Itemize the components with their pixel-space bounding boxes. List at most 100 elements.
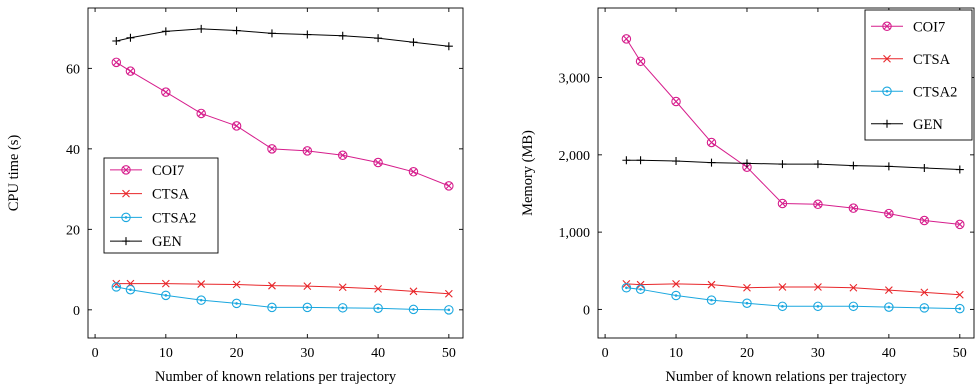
data-point bbox=[849, 161, 858, 170]
data-point bbox=[196, 108, 206, 119]
y-tick-label: 1,000 bbox=[559, 226, 591, 241]
data-point bbox=[622, 156, 631, 165]
data-point bbox=[409, 38, 418, 47]
data-point bbox=[884, 162, 893, 171]
data-point bbox=[111, 282, 122, 292]
legend-swatch-marker bbox=[882, 21, 892, 31]
x-tick-label: 20 bbox=[740, 346, 754, 361]
data-point bbox=[337, 150, 348, 161]
legend-swatch-marker bbox=[882, 86, 892, 97]
legend-swatch-marker bbox=[883, 119, 891, 128]
legend-label: CTSA2 bbox=[913, 84, 957, 100]
series-line bbox=[626, 283, 960, 296]
data-point bbox=[444, 42, 453, 51]
data-point bbox=[635, 56, 646, 67]
series-ctsa bbox=[112, 279, 453, 298]
data-point bbox=[672, 280, 680, 288]
data-point bbox=[707, 280, 716, 289]
legend: COI7 CTSA CTSA2 GEN bbox=[864, 9, 973, 141]
plot-area-frame bbox=[597, 7, 975, 339]
data-point bbox=[111, 57, 122, 68]
data-point bbox=[920, 288, 929, 297]
data-point bbox=[337, 303, 348, 313]
series-coi7 bbox=[111, 57, 454, 191]
data-point bbox=[338, 283, 347, 292]
y-tick-label: 3,000 bbox=[559, 72, 591, 87]
legend-label: GEN bbox=[913, 117, 943, 133]
data-point bbox=[706, 137, 717, 148]
y-axis-label: CPU time (s) bbox=[6, 135, 22, 212]
series-gen bbox=[112, 24, 453, 51]
y-tick-label: 60 bbox=[66, 62, 80, 77]
x-tick-label: 40 bbox=[371, 346, 385, 361]
data-point bbox=[161, 27, 170, 36]
data-point bbox=[707, 158, 716, 167]
data-point bbox=[125, 66, 136, 76]
data-point bbox=[231, 121, 242, 131]
x-tick-label: 40 bbox=[882, 346, 896, 361]
x-tick-label: 10 bbox=[669, 346, 683, 361]
legend-entry-ctsa2: CTSA2 bbox=[871, 84, 957, 100]
legend-label: COI7 bbox=[152, 163, 184, 179]
legend-swatch-marker bbox=[122, 237, 130, 246]
plot-area-frame bbox=[87, 7, 464, 339]
legend-entry-coi7: COI7 bbox=[110, 163, 184, 179]
data-point bbox=[112, 37, 121, 45]
data-point bbox=[884, 302, 894, 312]
y-tick-label: 20 bbox=[66, 223, 80, 238]
x-tick-label: 30 bbox=[811, 346, 825, 361]
data-point bbox=[232, 26, 241, 35]
data-point bbox=[919, 303, 930, 313]
data-point bbox=[374, 285, 382, 293]
data-point bbox=[920, 163, 929, 172]
data-point bbox=[112, 279, 121, 288]
data-point bbox=[197, 24, 206, 33]
x-tick-label: 50 bbox=[442, 346, 456, 361]
data-point bbox=[813, 199, 823, 210]
legend-label: GEN bbox=[152, 234, 182, 250]
x-tick-label: 30 bbox=[300, 346, 314, 361]
data-point bbox=[955, 165, 964, 174]
y-tick-label: 0 bbox=[73, 304, 80, 319]
memory-chart: 0 10 20 30 40 50 0 1,000 2,000 3,000 Number of kno… bbox=[520, 7, 975, 385]
data-point bbox=[884, 208, 894, 219]
data-point bbox=[267, 144, 277, 154]
data-point bbox=[196, 295, 206, 305]
data-point bbox=[444, 181, 454, 191]
data-point bbox=[955, 219, 965, 230]
data-point bbox=[742, 159, 751, 168]
data-point bbox=[814, 283, 822, 291]
data-point bbox=[778, 160, 787, 169]
y-tick-label: 2,000 bbox=[559, 149, 591, 164]
data-point bbox=[621, 34, 632, 44]
data-point bbox=[884, 286, 893, 294]
y-tick-label: 40 bbox=[66, 143, 80, 158]
legend-box bbox=[864, 9, 973, 141]
x-tick-label: 50 bbox=[953, 346, 967, 361]
data-point bbox=[955, 303, 965, 314]
data-point bbox=[777, 198, 788, 209]
data-point bbox=[778, 283, 787, 291]
data-point bbox=[408, 304, 419, 315]
data-point bbox=[303, 282, 312, 290]
legend-entry-ctsa2: CTSA2 bbox=[110, 210, 196, 226]
data-point bbox=[621, 283, 632, 293]
x-tick-label: 20 bbox=[230, 346, 244, 361]
data-point bbox=[161, 279, 170, 288]
legend-label: CTSA bbox=[152, 187, 190, 203]
data-point bbox=[302, 302, 313, 313]
x-tick-label: 10 bbox=[159, 346, 173, 361]
data-point bbox=[232, 280, 241, 289]
data-point bbox=[848, 203, 859, 213]
data-point bbox=[777, 301, 788, 312]
legend-entry-gen: GEN bbox=[871, 117, 943, 133]
data-point bbox=[919, 215, 930, 226]
legend-entry-coi7: COI7 bbox=[871, 19, 945, 35]
legend-label: COI7 bbox=[913, 19, 945, 35]
legend-label: CTSA2 bbox=[152, 210, 196, 226]
data-point bbox=[635, 284, 646, 295]
data-point bbox=[126, 33, 135, 42]
data-point bbox=[813, 301, 823, 312]
series-coi7 bbox=[621, 34, 965, 230]
